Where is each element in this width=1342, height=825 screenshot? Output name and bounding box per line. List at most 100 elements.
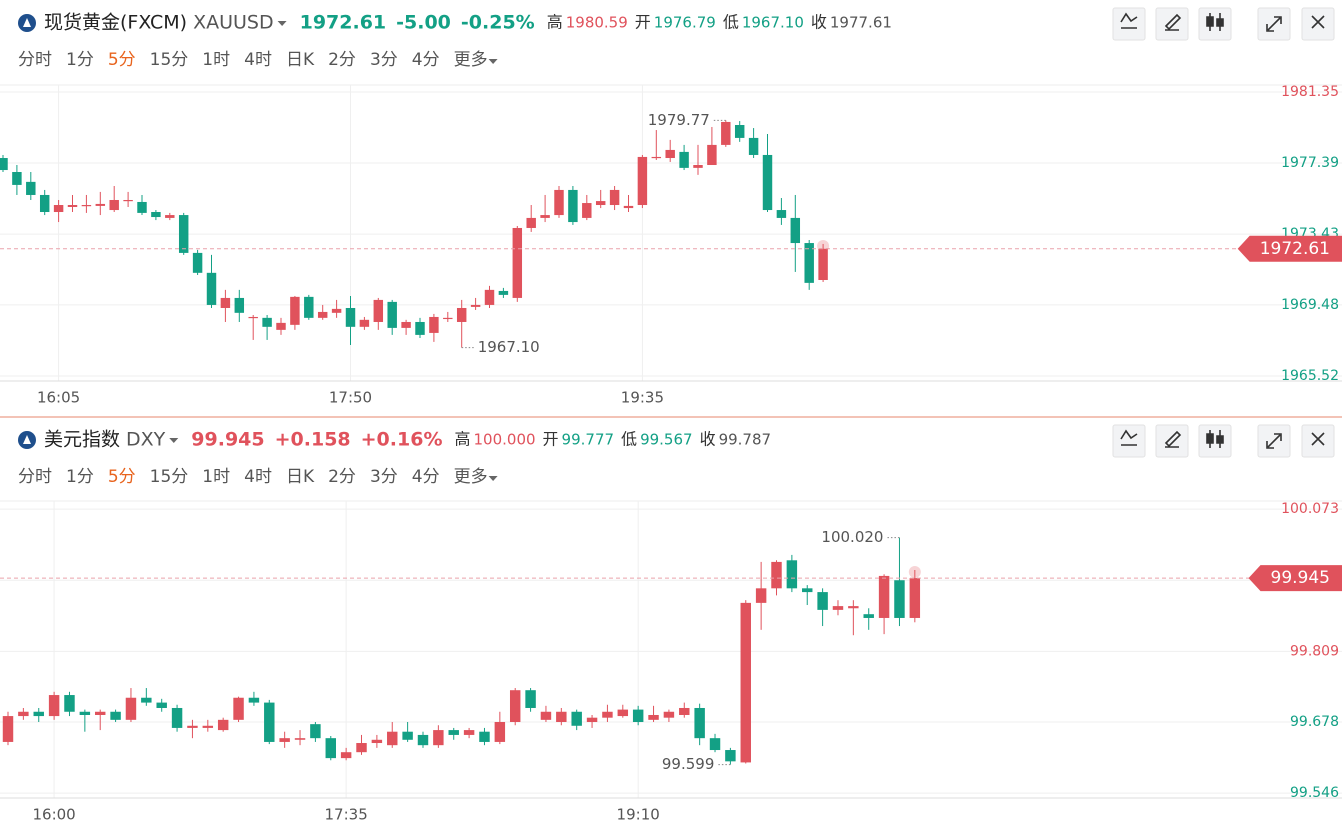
fullscreen-button-icon[interactable] <box>1266 433 1282 449</box>
interval-tab[interactable]: 3分 <box>370 50 398 70</box>
x-tick-label: 19:10 <box>617 806 660 824</box>
last-price-tag-label: 1972.61 <box>1260 239 1330 259</box>
close-button-icon[interactable] <box>1311 432 1325 446</box>
candle-body <box>310 724 321 739</box>
candle-body <box>151 212 161 218</box>
candle-body <box>125 697 137 720</box>
candle-body <box>95 203 106 206</box>
last-price-tag: 99.945 <box>1248 565 1342 592</box>
interval-tab[interactable]: 2分 <box>328 467 356 487</box>
price-change: -5.00 <box>396 12 451 34</box>
interval-tab[interactable]: 更多 <box>454 50 488 70</box>
candle-body <box>586 717 598 722</box>
chart-type-button-icon[interactable] <box>1206 430 1224 448</box>
candle-body <box>479 731 490 742</box>
indicator-button[interactable] <box>1112 424 1146 458</box>
interval-tab[interactable]: 2分 <box>328 50 356 70</box>
candle-body <box>734 125 745 138</box>
y-tick-label: 99.809 <box>1290 643 1339 659</box>
candle-body <box>123 199 133 202</box>
interval-tab[interactable]: 4分 <box>412 50 440 70</box>
stat-value: 100.000 <box>474 431 536 449</box>
stat-value: 99.787 <box>719 431 772 449</box>
candle-body <box>617 709 629 717</box>
draw-button-icon[interactable] <box>1164 13 1182 31</box>
fullscreen-button-icon[interactable] <box>1266 16 1282 32</box>
candle-body <box>651 156 662 159</box>
candle-body <box>832 606 844 610</box>
candle-body <box>294 738 306 740</box>
candle-body <box>264 702 275 742</box>
chart-type-button-icon[interactable] <box>1206 13 1224 31</box>
last-price-glow <box>817 239 830 252</box>
interval-tab[interactable]: 1时 <box>202 50 230 70</box>
candle-body <box>443 317 453 320</box>
interval-tab[interactable]: 15分 <box>150 467 189 487</box>
candle-body <box>512 227 523 298</box>
chart-type-button[interactable] <box>1198 424 1232 458</box>
close-button[interactable] <box>1301 7 1335 41</box>
candle-body <box>317 311 328 318</box>
candle-body <box>790 217 801 244</box>
more-dropdown-arrow[interactable] <box>488 476 498 481</box>
interval-tab[interactable]: 分时 <box>18 50 52 70</box>
y-tick-label: 100.073 <box>1281 501 1339 517</box>
candle-body <box>141 697 152 703</box>
indicator-button-icon[interactable] <box>1120 429 1138 446</box>
candle-body <box>290 296 300 325</box>
candle-body <box>470 304 481 307</box>
candle-body <box>448 730 459 735</box>
interval-tab[interactable]: 1分 <box>66 467 94 487</box>
chart-type-button[interactable] <box>1198 7 1232 41</box>
interval-tab[interactable]: 分时 <box>18 467 52 487</box>
candle-body <box>556 711 567 722</box>
indicator-button[interactable] <box>1112 7 1146 41</box>
interval-tab[interactable]: 1时 <box>202 467 230 487</box>
stat-value: 1976.79 <box>654 14 716 32</box>
symbol-dropdown-arrow <box>277 21 287 26</box>
draw-button[interactable] <box>1155 424 1189 458</box>
candle-body <box>632 709 644 722</box>
interval-tab[interactable]: 日K <box>286 50 315 70</box>
candle-body <box>202 725 214 728</box>
interval-tab[interactable]: 4时 <box>244 467 272 487</box>
draw-button-icon[interactable] <box>1164 430 1182 448</box>
interval-tab[interactable]: 日K <box>286 467 315 487</box>
interval-tab[interactable]: 5分 <box>108 50 136 70</box>
candle-body <box>707 144 717 166</box>
close-button[interactable] <box>1301 424 1335 458</box>
candle-body <box>81 205 92 207</box>
candle-body <box>110 711 121 720</box>
candle-body <box>279 738 290 742</box>
more-dropdown-arrow[interactable] <box>488 59 498 64</box>
candle-body <box>909 578 921 618</box>
candle-body <box>762 154 773 211</box>
instrument-name: 美元指数 <box>44 429 120 451</box>
candle-body <box>356 743 367 753</box>
candle-body <box>725 750 736 762</box>
interval-tab[interactable]: 15分 <box>150 50 189 70</box>
candle-body <box>402 731 413 740</box>
candle-body <box>878 575 890 618</box>
candle-body <box>387 731 398 746</box>
candle-body <box>234 297 245 313</box>
interval-tab[interactable]: 1分 <box>66 50 94 70</box>
candle-body <box>748 137 759 155</box>
candle-body <box>648 714 659 720</box>
interval-tab[interactable]: 更多 <box>454 467 488 487</box>
last-price: 1972.61 <box>300 12 387 34</box>
interval-tab[interactable]: 3分 <box>370 467 398 487</box>
candle-body <box>679 707 690 715</box>
close-button-icon[interactable] <box>1311 15 1325 29</box>
interval-tab[interactable]: 4时 <box>244 50 272 70</box>
instrument-symbol: DXY <box>126 429 166 451</box>
candle-body <box>494 721 506 742</box>
interval-tab[interactable]: 4分 <box>412 467 440 487</box>
interval-tab[interactable]: 5分 <box>108 467 136 487</box>
stat-label: 收 <box>700 430 716 449</box>
y-tick-label: 99.546 <box>1290 785 1339 801</box>
candle-body <box>2 716 14 742</box>
indicator-button-icon[interactable] <box>1120 12 1138 29</box>
draw-button[interactable] <box>1155 7 1189 41</box>
low-annotation: 99.599 <box>662 755 715 773</box>
